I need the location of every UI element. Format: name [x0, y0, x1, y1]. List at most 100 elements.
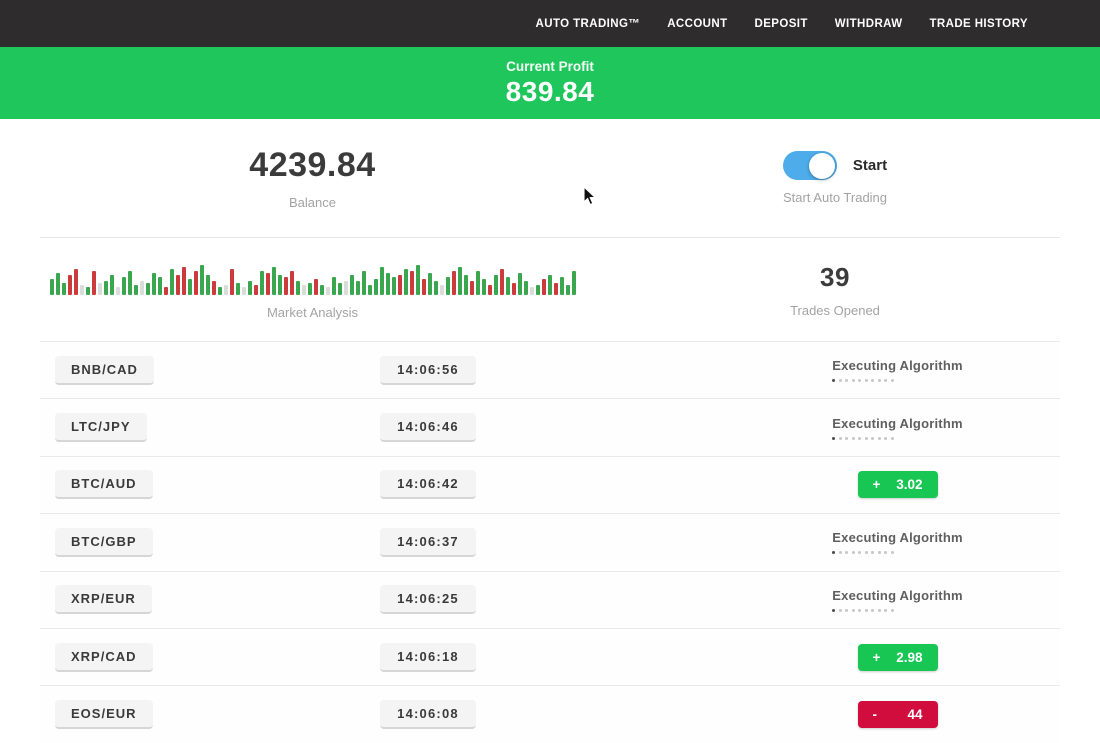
chart-bar: [313, 279, 318, 295]
progress-dot: [851, 379, 855, 383]
currency-pair-badge: LTC/JPY: [55, 413, 147, 443]
result-sign: +: [872, 649, 881, 665]
toggle-label: Start: [852, 157, 888, 174]
progress-dots: [832, 379, 962, 383]
executing-algorithm-label: Executing Algorithm: [832, 358, 963, 374]
balance-block: 4239.84 Balance: [0, 119, 625, 237]
chart-bar: [295, 281, 300, 295]
result-value: 44: [907, 707, 923, 723]
start-auto-trading-toggle[interactable]: [782, 151, 837, 180]
chart-bar: [253, 285, 258, 295]
toggle-knob: [809, 152, 836, 179]
progress-dot: [832, 608, 836, 612]
market-analysis-block: Market Analysis: [0, 238, 625, 341]
progress-dot: [845, 608, 849, 612]
chart-bar: [367, 285, 372, 295]
chart-bar: [523, 281, 528, 295]
progress-dot: [884, 379, 888, 383]
chart-bar: [439, 285, 444, 295]
progress-dots: [832, 436, 962, 440]
market-analysis-chart: [49, 259, 576, 295]
chart-bar: [55, 273, 60, 295]
balance-label: Balance: [289, 195, 336, 210]
chart-bar: [445, 277, 450, 295]
trade-row: LTC/JPY 14:06:46 Executing Algorithm: [40, 398, 1060, 456]
progress-dot: [871, 608, 875, 612]
chart-bar: [559, 277, 564, 295]
chart-bar: [139, 281, 144, 295]
currency-pair-badge: XRP/CAD: [55, 642, 153, 672]
chart-bar: [289, 271, 294, 295]
result-value: 3.02: [896, 477, 923, 493]
progress-dot: [851, 551, 855, 555]
chart-bar: [433, 281, 438, 295]
executing-status: Executing Algorithm: [832, 588, 963, 612]
progress-dot: [864, 608, 868, 612]
trade-time-badge: 14:06:18: [380, 642, 476, 672]
chart-bar: [85, 287, 90, 295]
progress-dot: [832, 436, 836, 440]
trade-row: BNB/CAD 14:06:56 Executing Algorithm: [40, 341, 1060, 399]
chart-bar: [337, 283, 342, 295]
chart-bar: [397, 275, 402, 295]
result-sign: -: [872, 707, 878, 723]
chart-bar: [79, 285, 84, 295]
chart-bar: [217, 287, 222, 295]
chart-bar: [205, 275, 210, 295]
trade-row: XRP/EUR 14:06:25 Executing Algorithm: [40, 570, 1060, 628]
progress-dot: [884, 436, 888, 440]
chart-bar: [265, 273, 270, 295]
chart-bar: [235, 283, 240, 295]
trade-time-badge: 14:06:56: [380, 355, 476, 385]
executing-status: Executing Algorithm: [832, 358, 963, 383]
progress-dot: [890, 436, 894, 440]
chart-bar: [73, 269, 78, 295]
chart-bar: [181, 267, 186, 295]
result-value: 2.98: [896, 649, 923, 665]
progress-dot: [871, 379, 875, 383]
trade-time-badge: 14:06:25: [380, 585, 476, 615]
chart-bar: [403, 269, 408, 295]
nav-item[interactable]: TRADE HISTORY: [929, 17, 1028, 30]
chart-bar: [409, 271, 414, 295]
executing-status: Executing Algorithm: [832, 530, 963, 555]
trades-opened-label: Trades Opened: [790, 302, 880, 318]
progress-dot: [832, 551, 836, 555]
progress-dot: [858, 608, 862, 612]
chart-bar: [349, 275, 354, 295]
progress-dot: [838, 436, 842, 440]
current-profit-banner: Current Profit 839.84: [0, 47, 1100, 119]
chart-bar: [301, 285, 306, 295]
chart-bar: [319, 285, 324, 295]
auto-trading-block: Start Start Auto Trading: [625, 119, 1045, 237]
nav-item[interactable]: AUTO TRADING™: [535, 17, 641, 30]
nav-item[interactable]: DEPOSIT: [754, 17, 808, 30]
chart-bar: [391, 277, 396, 295]
chart-bar: [97, 283, 102, 295]
chart-bar: [247, 281, 252, 295]
trade-time-badge: 14:06:46: [380, 413, 476, 443]
chart-bar: [331, 277, 336, 295]
progress-dot: [877, 436, 881, 440]
currency-pair-badge: BTC/GBP: [55, 527, 153, 557]
chart-bar: [241, 287, 246, 295]
trade-time-badge: 14:06:42: [380, 470, 476, 500]
trade-row: EOS/EUR 14:06:08 - 44: [40, 685, 1060, 743]
chart-bar: [163, 287, 168, 295]
balance-value: 4239.84: [249, 146, 376, 184]
chart-bar: [193, 271, 198, 295]
current-profit-label: Current Profit: [506, 58, 594, 74]
progress-dot: [864, 379, 868, 383]
chart-bar: [481, 279, 486, 295]
chart-bar: [91, 271, 96, 295]
nav-item[interactable]: ACCOUNT: [667, 17, 728, 30]
nav-item[interactable]: WITHDRAW: [834, 17, 903, 30]
progress-dot: [838, 551, 842, 555]
chart-bar: [157, 277, 162, 295]
chart-bar: [283, 277, 288, 295]
progress-dot: [871, 436, 875, 440]
chart-bar: [355, 281, 360, 295]
progress-dots: [832, 551, 962, 555]
market-row: Market Analysis 39 Trades Opened: [0, 238, 1100, 341]
trade-time-badge: 14:06:37: [380, 527, 476, 557]
